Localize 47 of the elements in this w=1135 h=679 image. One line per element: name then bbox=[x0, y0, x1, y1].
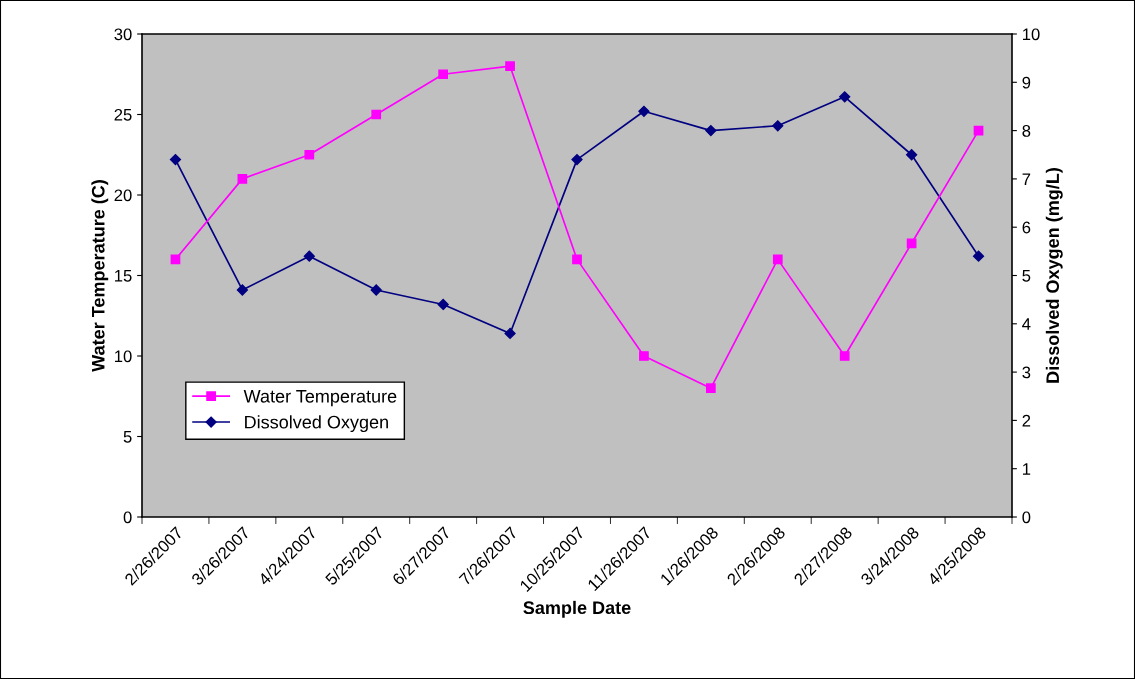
point bbox=[437, 298, 449, 311]
y2-tick-label: 1 bbox=[1022, 463, 1031, 475]
point bbox=[371, 109, 382, 120]
y-tick-label: 20 bbox=[114, 189, 132, 202]
legend-label: Water Temperature bbox=[243, 390, 397, 407]
y2-axis-title: Dissolved Oxygen (mg/L) bbox=[1045, 168, 1063, 383]
y-tick-label: 0 bbox=[123, 511, 132, 524]
point bbox=[972, 250, 985, 262]
point bbox=[304, 149, 315, 160]
y2-tick-label: 3 bbox=[1022, 366, 1031, 379]
y-tick-label: 10 bbox=[115, 350, 132, 363]
point bbox=[705, 383, 716, 394]
y-axis-title: Water Temperature (C) bbox=[91, 180, 109, 372]
point bbox=[236, 284, 248, 296]
point bbox=[438, 69, 449, 80]
point bbox=[705, 124, 717, 137]
y-tick-label: 30 bbox=[114, 28, 132, 41]
y2-tick-label: 10 bbox=[1022, 28, 1040, 41]
y2-tick-label: 0 bbox=[1022, 511, 1031, 524]
y2-tick-label: 8 bbox=[1022, 125, 1031, 137]
x-axis-title: Sample Date bbox=[523, 600, 631, 618]
point bbox=[906, 238, 917, 249]
y2-tick-label: 6 bbox=[1022, 221, 1031, 234]
point bbox=[303, 250, 315, 262]
point bbox=[572, 254, 582, 265]
y2-tick-label: 4 bbox=[1022, 318, 1031, 330]
point bbox=[772, 254, 783, 265]
point bbox=[639, 351, 649, 361]
point bbox=[772, 120, 784, 132]
y-tick-label: 5 bbox=[123, 431, 132, 443]
point bbox=[370, 284, 382, 296]
point bbox=[237, 174, 248, 184]
point bbox=[505, 61, 515, 72]
point bbox=[169, 153, 182, 166]
y2-tick-label: 5 bbox=[1022, 270, 1031, 282]
point bbox=[906, 149, 918, 161]
legend-label: Dissolved Oxygen bbox=[245, 415, 388, 433]
point bbox=[839, 351, 850, 361]
y-tick-label: 15 bbox=[115, 270, 132, 282]
point bbox=[504, 327, 516, 340]
y2-tick-label: 2 bbox=[1022, 414, 1031, 427]
y-tick-label: 25 bbox=[114, 108, 132, 121]
y2-tick-label: 9 bbox=[1022, 76, 1031, 89]
point bbox=[839, 91, 851, 103]
y2-tick-label: 7 bbox=[1022, 173, 1031, 185]
point bbox=[638, 105, 650, 117]
point bbox=[571, 153, 583, 166]
